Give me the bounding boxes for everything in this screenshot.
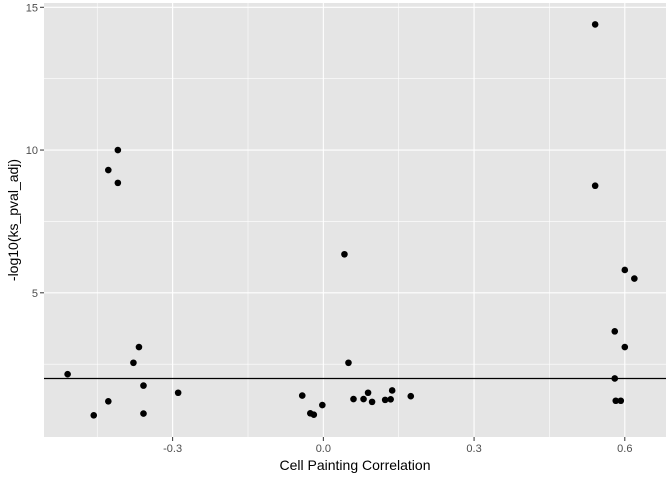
- data-point: [114, 146, 122, 154]
- data-point: [174, 389, 182, 397]
- data-point: [90, 412, 98, 419]
- data-point: [407, 392, 415, 400]
- data-point: [341, 250, 348, 258]
- data-point: [135, 343, 143, 351]
- data-points: [64, 21, 638, 419]
- data-point: [345, 359, 352, 367]
- data-point: [364, 389, 372, 397]
- data-point: [617, 397, 625, 405]
- x-tick-label: 0.0: [316, 443, 331, 455]
- data-point: [130, 359, 137, 367]
- data-point: [140, 382, 147, 389]
- data-point: [612, 397, 620, 405]
- major-gridlines: [44, 3, 666, 437]
- data-point: [591, 21, 599, 28]
- data-point: [591, 182, 599, 190]
- y-tick-label: 5: [32, 288, 38, 300]
- minor-gridlines: [44, 3, 666, 437]
- data-point: [611, 328, 619, 335]
- x-tick-label: -0.3: [163, 443, 182, 455]
- data-point: [381, 396, 389, 404]
- data-point: [360, 395, 367, 403]
- y-axis-title: -log10(ks_pval_adj): [5, 159, 21, 281]
- y-tick-label: 10: [26, 145, 38, 157]
- data-point: [611, 375, 619, 382]
- data-point: [388, 387, 396, 394]
- x-tick-label: 0.6: [617, 443, 632, 455]
- data-point: [105, 398, 112, 405]
- data-point: [631, 275, 638, 282]
- data-point: [140, 410, 147, 417]
- data-point: [105, 166, 112, 174]
- y-axis-ticks: 5 10 15: [26, 2, 44, 300]
- data-point: [298, 392, 306, 399]
- data-point: [350, 395, 357, 403]
- data-point: [319, 401, 326, 409]
- y-tick-label: 15: [26, 2, 38, 14]
- x-axis-title: Cell Painting Correlation: [280, 457, 431, 473]
- plot-panel: [44, 3, 666, 437]
- data-point: [621, 266, 629, 274]
- data-point: [368, 398, 376, 406]
- data-point: [387, 396, 394, 403]
- x-tick-label: 0.3: [466, 443, 481, 455]
- data-point: [64, 370, 71, 378]
- data-point: [621, 343, 629, 351]
- data-point: [114, 179, 122, 187]
- data-point: [310, 411, 318, 419]
- x-axis-ticks: -0.3 0.0 0.3 0.6: [163, 437, 632, 455]
